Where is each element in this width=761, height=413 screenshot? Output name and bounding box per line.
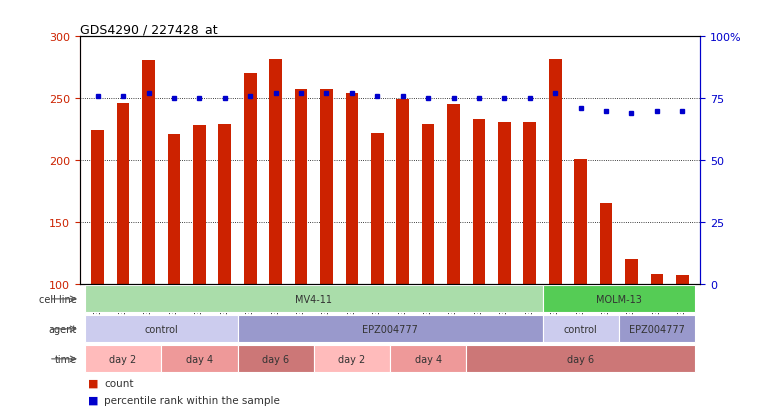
Bar — [600, 204, 613, 284]
Text: percentile rank within the sample: percentile rank within the sample — [104, 395, 280, 405]
Bar — [269, 59, 282, 284]
Text: ■: ■ — [88, 395, 98, 405]
Bar — [142, 61, 155, 284]
Text: day 4: day 4 — [415, 354, 441, 364]
Text: day 6: day 6 — [262, 354, 289, 364]
Bar — [320, 90, 333, 284]
Text: day 2: day 2 — [110, 354, 137, 364]
Bar — [85, 316, 237, 342]
Bar — [295, 90, 307, 284]
Bar — [161, 346, 237, 373]
Text: day 4: day 4 — [186, 354, 213, 364]
Text: MV4-11: MV4-11 — [295, 294, 333, 304]
Text: day 2: day 2 — [338, 354, 365, 364]
Text: count: count — [104, 378, 134, 388]
Bar — [237, 346, 314, 373]
Bar — [91, 131, 104, 284]
Bar — [218, 125, 231, 284]
Bar — [543, 316, 619, 342]
Bar — [466, 346, 695, 373]
Bar — [167, 135, 180, 284]
Bar — [473, 120, 486, 284]
Bar — [237, 316, 543, 342]
Bar — [619, 316, 695, 342]
Bar — [396, 100, 409, 284]
Text: control: control — [564, 324, 597, 334]
Bar — [193, 126, 205, 284]
Bar — [85, 346, 161, 373]
Bar — [85, 286, 543, 313]
Bar — [345, 94, 358, 284]
Bar — [676, 275, 689, 284]
Text: EPZ004777: EPZ004777 — [629, 324, 685, 334]
Text: day 6: day 6 — [567, 354, 594, 364]
Bar — [116, 104, 129, 284]
Text: MOLM-13: MOLM-13 — [596, 294, 642, 304]
Bar — [244, 74, 256, 284]
Bar — [498, 122, 511, 284]
Text: GDS4290 / 227428_at: GDS4290 / 227428_at — [80, 23, 218, 36]
Bar — [524, 122, 537, 284]
Text: agent: agent — [49, 324, 77, 334]
Bar — [549, 59, 562, 284]
Bar — [651, 274, 664, 284]
Bar — [575, 159, 587, 284]
Text: time: time — [55, 354, 77, 364]
Bar — [371, 133, 384, 284]
Text: ■: ■ — [88, 378, 98, 388]
Bar — [543, 286, 695, 313]
Text: control: control — [145, 324, 178, 334]
Bar — [625, 259, 638, 284]
Bar — [314, 346, 390, 373]
Text: cell line: cell line — [39, 294, 77, 304]
Text: EPZ004777: EPZ004777 — [362, 324, 418, 334]
Bar — [390, 346, 466, 373]
Bar — [422, 125, 435, 284]
Bar — [447, 105, 460, 284]
